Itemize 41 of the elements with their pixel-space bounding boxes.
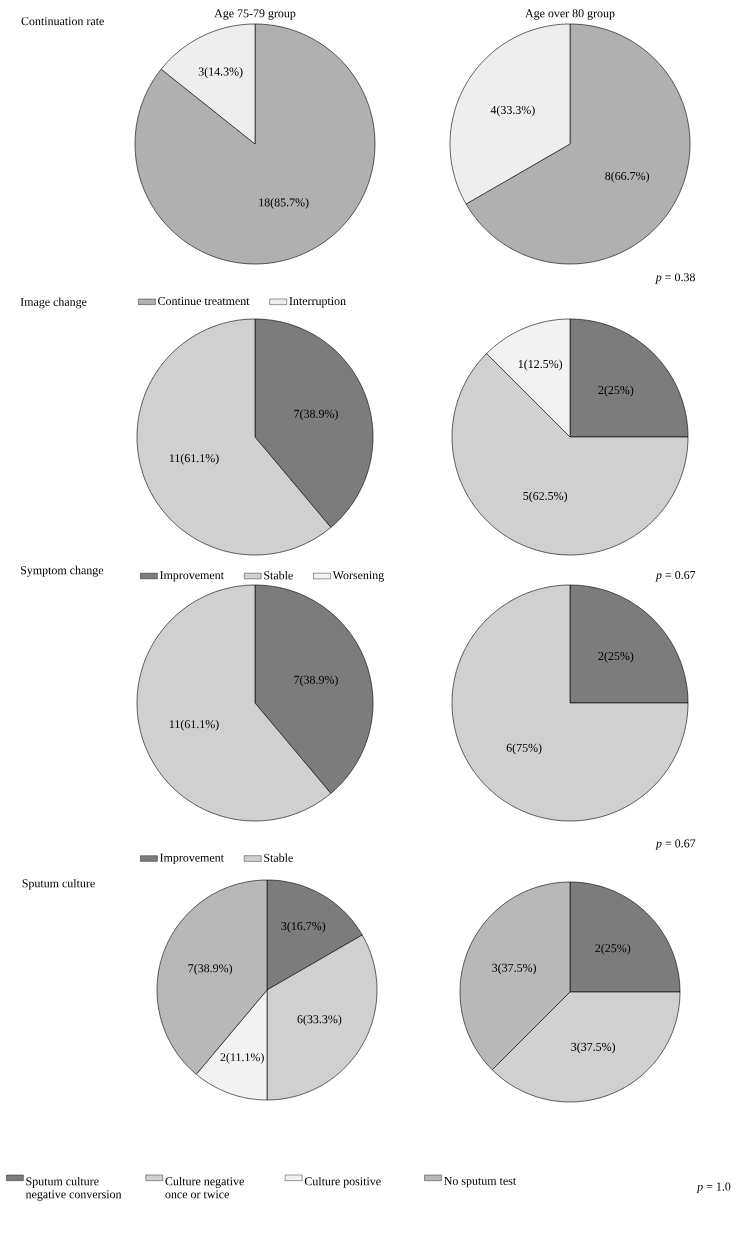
data-label: 6(33.3%) xyxy=(297,1014,342,1026)
data-label: 3(14.3%) xyxy=(198,67,243,79)
legend-label: Culture negative once or twice xyxy=(165,1176,244,1199)
data-label: 7(38.9%) xyxy=(294,409,338,421)
data-label: 11(61.1%) xyxy=(169,719,219,731)
data-label: 2(25%) xyxy=(595,943,631,955)
text: p = 1.0 xyxy=(696,1182,731,1194)
legend-label: Stable xyxy=(264,853,293,862)
chart-subtitle: Continuation rate xyxy=(21,17,104,26)
data-label: 1(12.5%) xyxy=(518,359,563,371)
legend-label: Continue treatment xyxy=(158,296,250,305)
chart-subtitle: Symptom change xyxy=(20,565,104,577)
legend-label: Stable xyxy=(264,570,293,580)
data-label: 7(38.9%) xyxy=(294,675,338,687)
data-label: 7(38.9%) xyxy=(188,963,233,975)
text: p = 0.67 xyxy=(655,839,696,850)
data-label: 8(66.7%) xyxy=(605,171,650,183)
data-label: 11(61.1%) xyxy=(169,453,219,465)
chart-subtitle: Image change xyxy=(20,297,87,309)
legend-label: Improvement xyxy=(160,853,224,865)
data-label: 2(25%) xyxy=(598,385,634,397)
data-label: 5(62.5%) xyxy=(523,491,568,503)
data-label: 3(37.5%) xyxy=(492,963,536,975)
legend-label: No sputum test xyxy=(444,1176,517,1188)
legend-label: Interruption xyxy=(289,296,346,308)
chart-subtitle: Sputum culture xyxy=(22,878,95,890)
legend-label: Sputum culture negative conversion xyxy=(25,1176,122,1201)
legend-label: Worsening xyxy=(332,571,384,582)
data-label: 6(75%) xyxy=(506,743,542,755)
data-label: 18(85.7%) xyxy=(259,198,309,209)
data-label: 4(33.3%) xyxy=(490,105,535,117)
chart-title: Age 75-79 group xyxy=(214,9,296,20)
data-label: 3(37.5%) xyxy=(571,1042,616,1054)
chart-title: Age over 80 group xyxy=(525,9,615,20)
text: p = 0.67 xyxy=(655,570,696,582)
text: p = 0.38 xyxy=(655,273,695,284)
data-label: 2(11.1%) xyxy=(220,1052,264,1064)
data-label: 3(16.7%) xyxy=(281,921,326,933)
legend-label: Culture positive xyxy=(304,1176,381,1188)
data-label: 2(25%) xyxy=(598,651,634,663)
legend-label: Improvement xyxy=(160,571,224,582)
